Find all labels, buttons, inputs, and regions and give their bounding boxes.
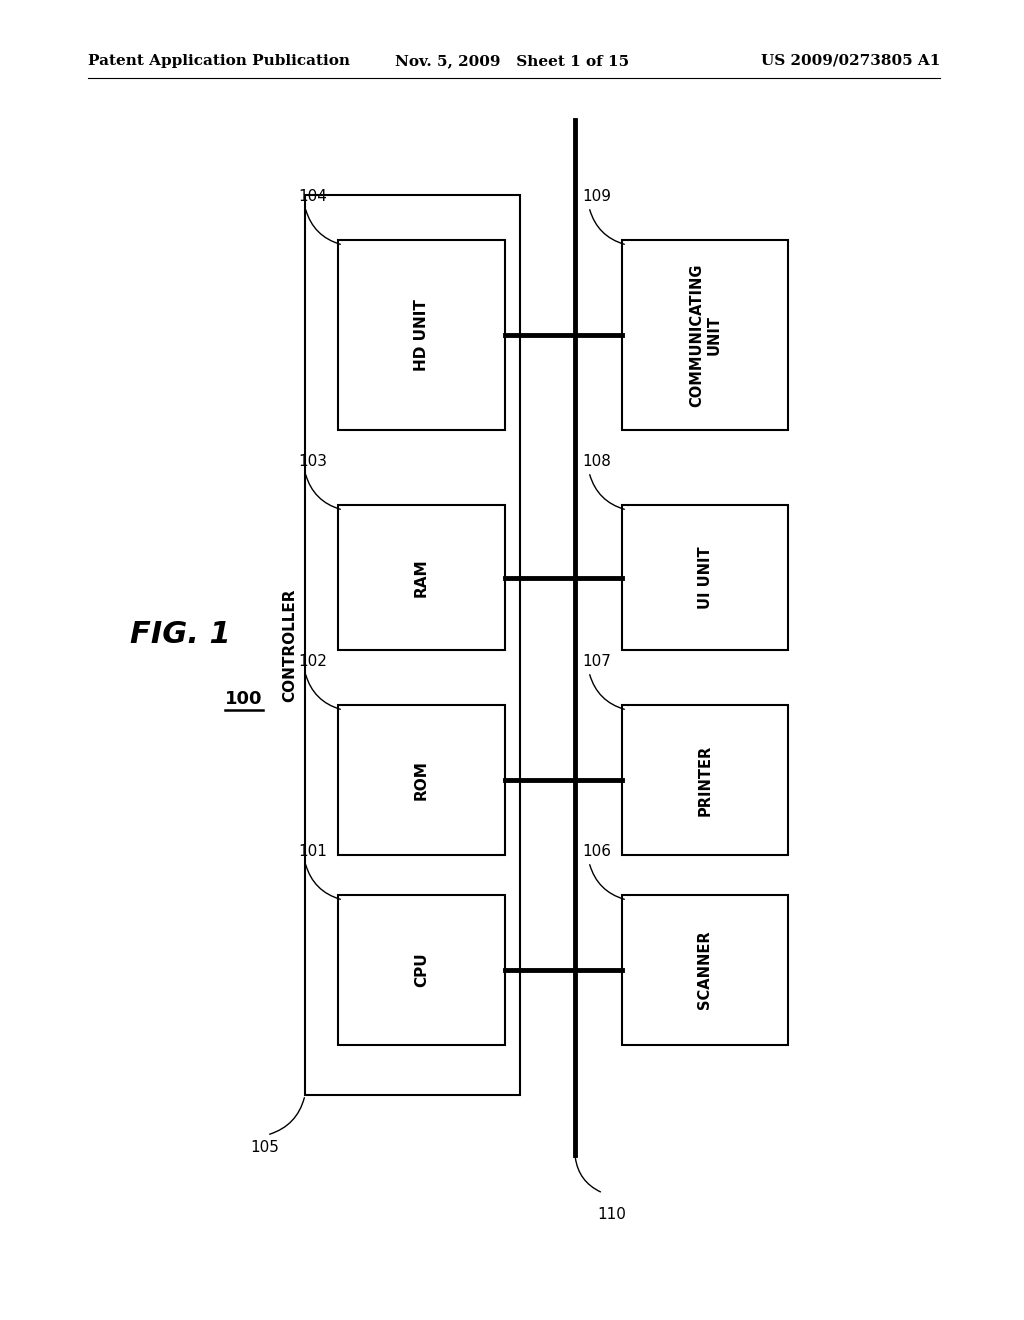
Bar (622, 506, 788, 649)
Bar (305, 195, 520, 1096)
Text: FIG. 1: FIG. 1 (130, 620, 230, 649)
Text: UI UNIT: UI UNIT (697, 546, 713, 609)
Text: CONTROLLER: CONTROLLER (282, 589, 297, 702)
Bar (338, 705, 505, 855)
Text: 110: 110 (597, 1206, 626, 1222)
Text: 101: 101 (298, 843, 327, 859)
Bar (338, 240, 505, 430)
Text: 103: 103 (298, 454, 327, 469)
Text: ROM: ROM (414, 760, 429, 800)
Text: Patent Application Publication: Patent Application Publication (88, 54, 350, 69)
Text: 107: 107 (582, 653, 611, 669)
Text: 108: 108 (582, 454, 611, 469)
Text: RAM: RAM (414, 558, 429, 597)
Text: 106: 106 (582, 843, 611, 859)
Text: 109: 109 (582, 189, 611, 205)
Bar (622, 240, 788, 430)
Text: COMMUNICATING
UNIT: COMMUNICATING UNIT (689, 263, 721, 407)
Text: HD UNIT: HD UNIT (414, 300, 429, 371)
Text: 100: 100 (225, 690, 262, 708)
Bar (622, 895, 788, 1045)
Bar (338, 506, 505, 649)
Text: 105: 105 (250, 1140, 279, 1155)
Text: SCANNER: SCANNER (697, 931, 713, 1010)
Text: Nov. 5, 2009   Sheet 1 of 15: Nov. 5, 2009 Sheet 1 of 15 (395, 54, 629, 69)
Text: 102: 102 (298, 653, 327, 669)
Text: CPU: CPU (414, 953, 429, 987)
Bar (622, 705, 788, 855)
Text: 104: 104 (298, 189, 327, 205)
Bar (338, 895, 505, 1045)
Text: PRINTER: PRINTER (697, 744, 713, 816)
Text: US 2009/0273805 A1: US 2009/0273805 A1 (761, 54, 940, 69)
